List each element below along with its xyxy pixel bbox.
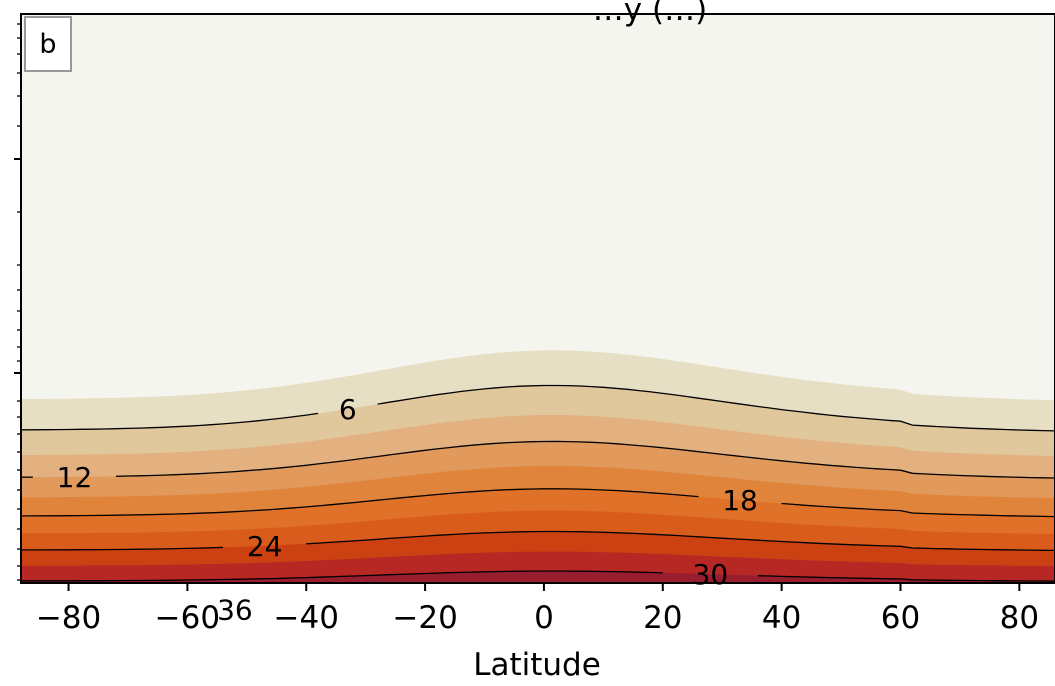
x-tick-label: 20	[643, 600, 682, 636]
axes-box	[20, 13, 1055, 584]
x-tick-label: −60	[155, 600, 220, 636]
x-tick-label: 40	[762, 600, 801, 636]
panel-letter: b	[39, 29, 56, 60]
contour-label-18: 18	[722, 484, 758, 517]
plot-frame	[20, 13, 1055, 584]
band-30	[21, 571, 1055, 583]
contour-label-12: 12	[57, 461, 93, 494]
contour-line-24	[21, 530, 1055, 552]
contour-line-30	[21, 570, 1055, 582]
y-minor-ticks	[14, 23, 21, 581]
contour-line-6	[21, 384, 1055, 432]
band-27	[21, 551, 1055, 583]
x-axis: −80 −60 −40 −20 0 20 40 60 80	[36, 583, 1039, 636]
contour-labels: 6 12 18 24 30 36	[57, 393, 758, 626]
contour-line-12	[20, 440, 1055, 479]
contour-label-24: 24	[247, 530, 283, 563]
x-tick-label: −20	[392, 600, 457, 636]
x-tick-label: 80	[1000, 600, 1039, 636]
x-tick-label: 60	[881, 600, 920, 636]
contour-label-6: 6	[339, 393, 357, 426]
chart-title: …y (…)	[593, 0, 707, 28]
x-tick-label: −80	[36, 600, 101, 636]
filled-contours	[21, 14, 1055, 583]
x-axis-label: Latitude	[473, 647, 601, 683]
contour-label-36: 36	[217, 593, 253, 626]
contour-line-18	[21, 488, 1055, 518]
x-tick-label: 0	[534, 600, 554, 636]
contour-label-30: 30	[693, 558, 729, 591]
x-tick-label: −40	[274, 600, 339, 636]
panel-label: b	[24, 16, 72, 72]
